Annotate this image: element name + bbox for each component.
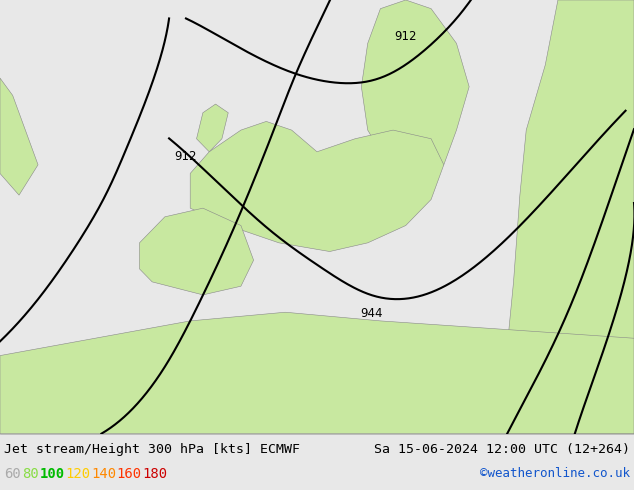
Polygon shape [190,122,444,251]
Text: Sa 15-06-2024 12:00 UTC (12+264): Sa 15-06-2024 12:00 UTC (12+264) [374,443,630,456]
Polygon shape [361,0,469,182]
Polygon shape [197,104,228,152]
Text: 180: 180 [142,467,167,481]
Text: 912: 912 [394,30,417,44]
Polygon shape [507,0,634,434]
Polygon shape [139,208,254,295]
Text: 100: 100 [40,467,65,481]
Text: Jet stream/Height 300 hPa [kts] ECMWF: Jet stream/Height 300 hPa [kts] ECMWF [4,443,300,456]
Text: 160: 160 [117,467,141,481]
Text: 944: 944 [361,307,383,320]
Text: 80: 80 [22,467,39,481]
Polygon shape [0,78,38,195]
Text: 912: 912 [175,150,197,163]
Text: 140: 140 [91,467,116,481]
Text: 120: 120 [65,467,91,481]
Text: ©weatheronline.co.uk: ©weatheronline.co.uk [480,467,630,480]
Text: 60: 60 [4,467,21,481]
Polygon shape [0,312,634,434]
